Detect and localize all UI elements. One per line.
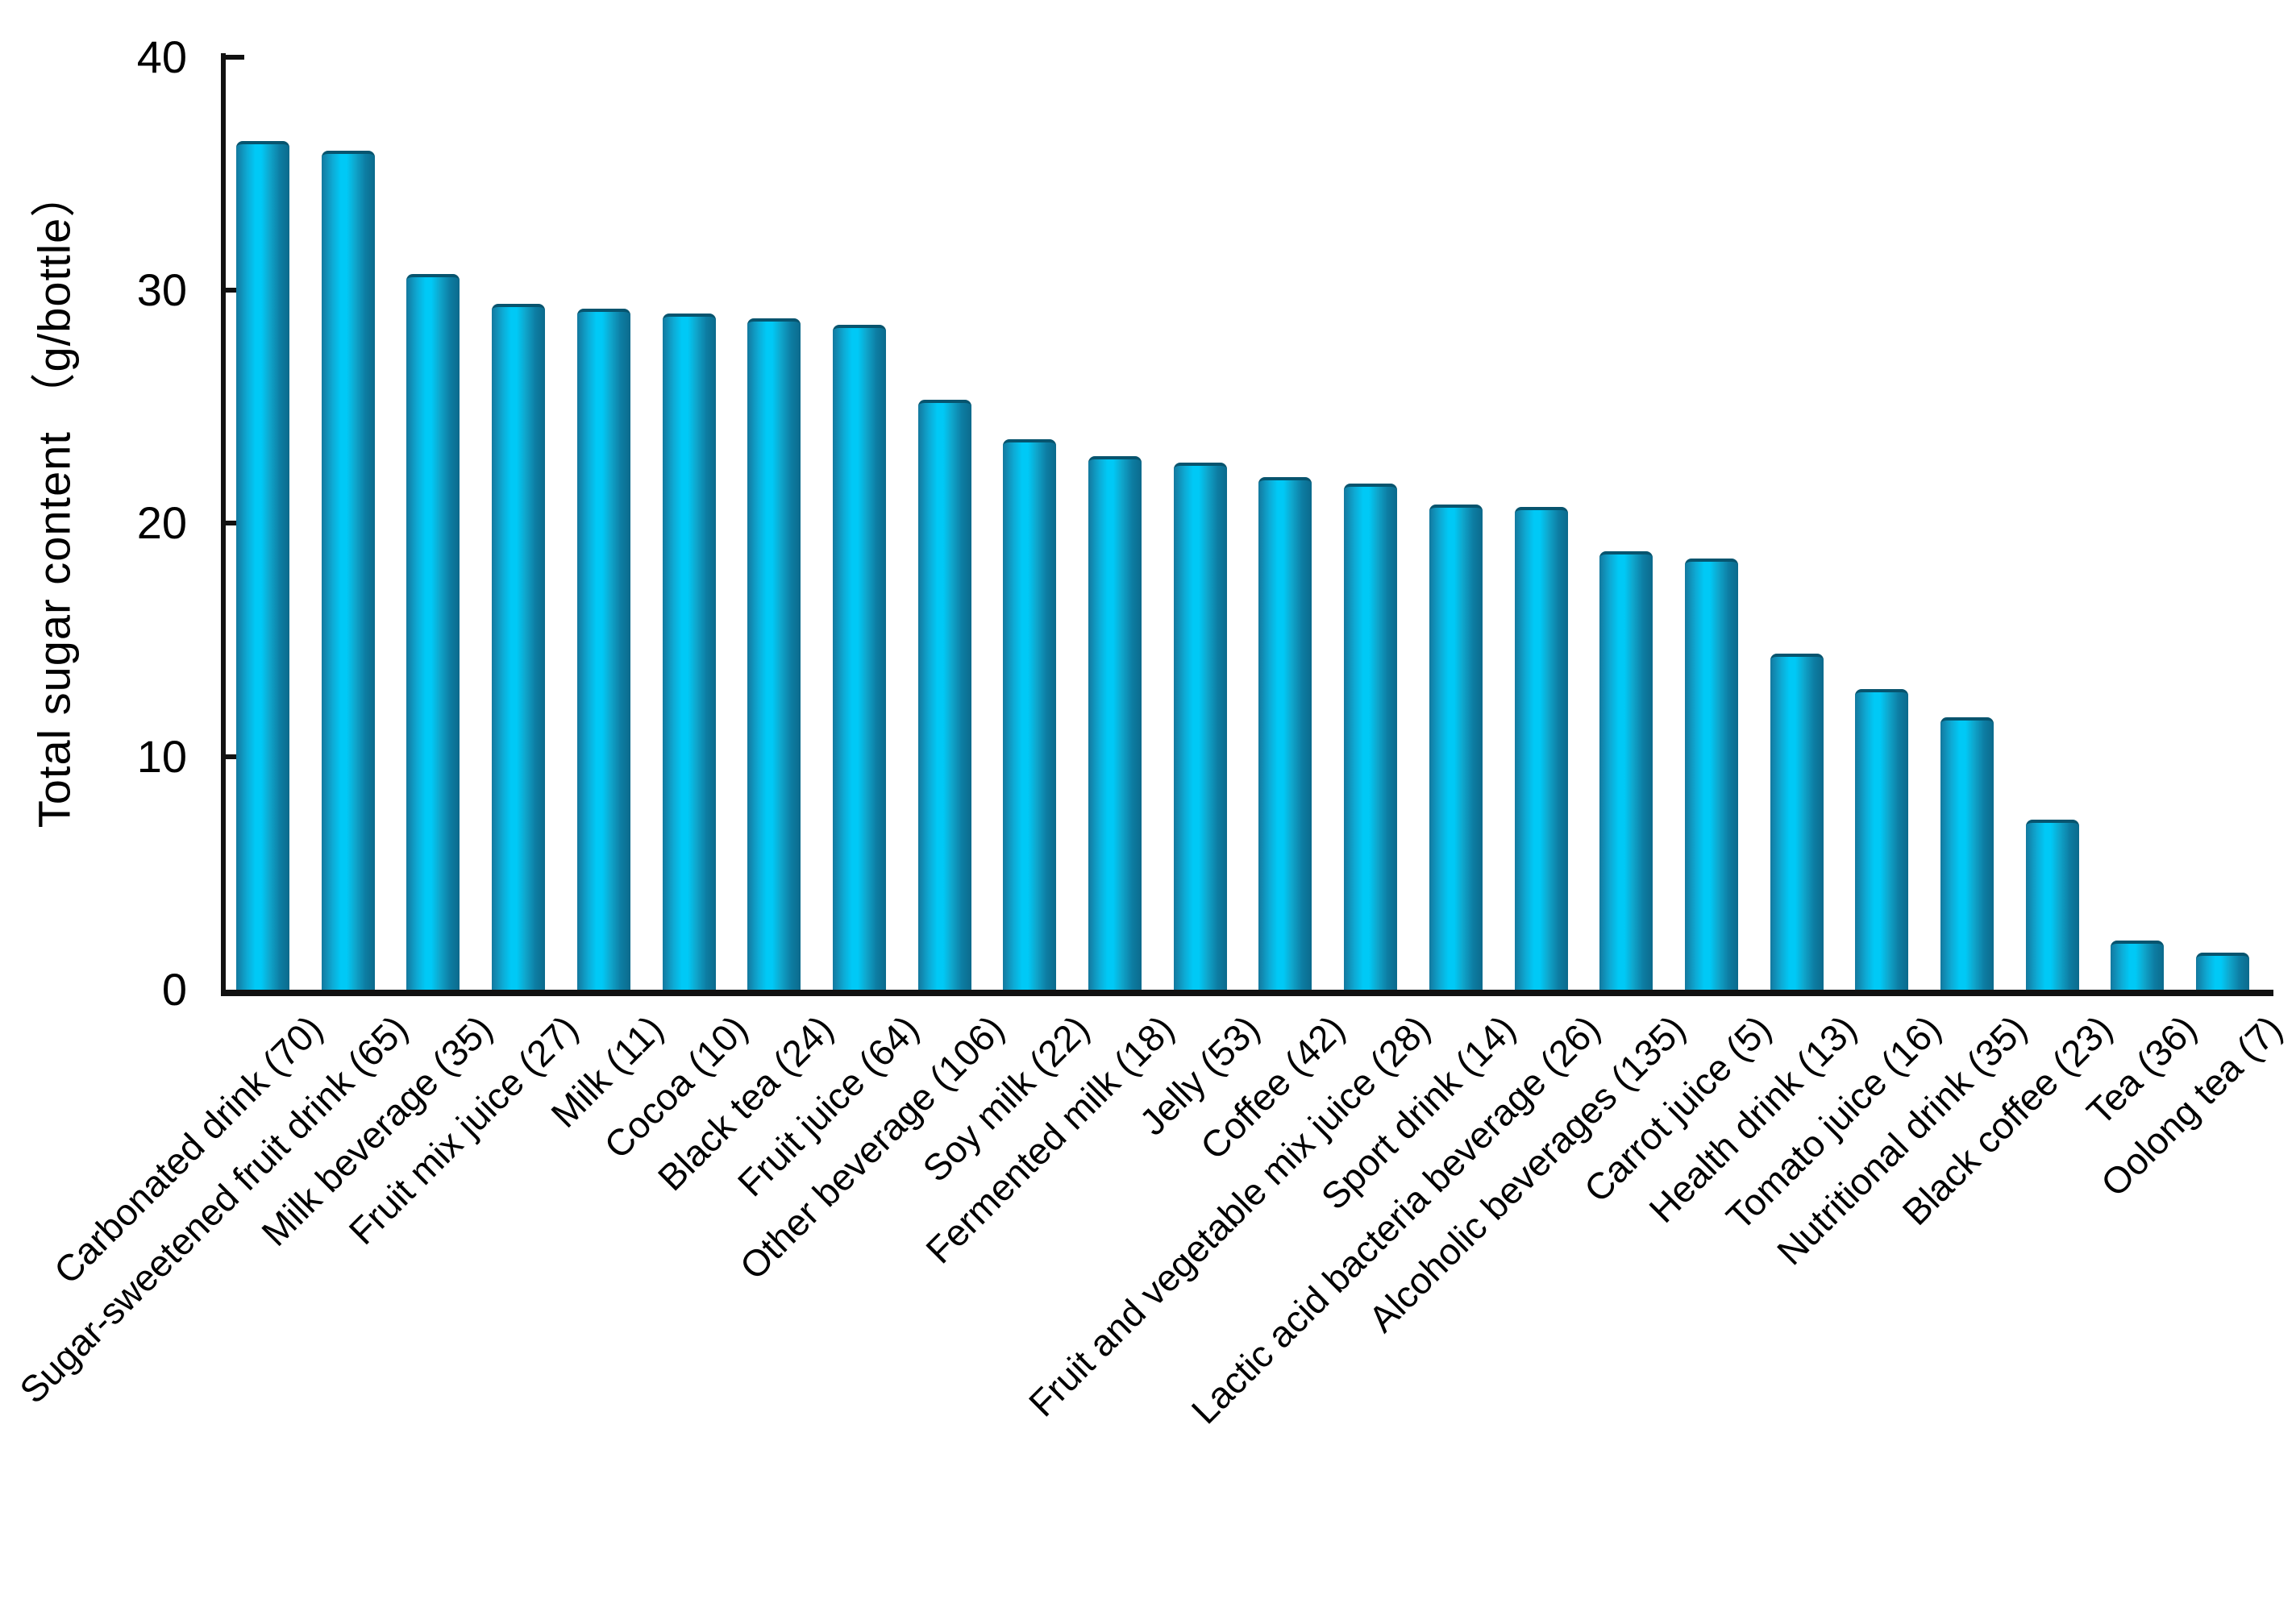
bar-black-tea-24 [747, 318, 801, 990]
bar-health-drink-13 [1770, 654, 1824, 990]
bar-fruit-and-vegetable-mix-juice-28 [1344, 484, 1397, 990]
y-axis-tick-40 [226, 55, 244, 60]
bar-lactic-acid-bacteria-beverage-26 [1515, 507, 1568, 990]
bar-sugar-sweetened-fruit-drink-65 [322, 151, 375, 990]
bar-fruit-mix-juice-27 [492, 304, 545, 990]
y-axis-tick-label-30: 30 [136, 264, 187, 315]
bar-black-coffee-23 [2026, 820, 2079, 990]
bar-milk-11 [577, 309, 630, 990]
bar-fruit-juice-64 [833, 325, 886, 990]
y-axis-line [221, 53, 226, 995]
bar-coffee-42 [1258, 477, 1312, 990]
y-axis-tick-30 [226, 288, 244, 293]
bar-jelly-53 [1174, 463, 1227, 990]
bar-sport-drink-14 [1429, 505, 1483, 990]
bar-milk-beverage-35 [406, 274, 460, 990]
bar-tomato-juice-16 [1855, 689, 1908, 990]
bar-cocoa-10 [663, 314, 716, 990]
bar-other-beverage-106 [918, 400, 971, 990]
y-axis-tick-label-20: 20 [136, 497, 187, 548]
x-axis-line [221, 990, 2273, 996]
bar-soy-milk-22 [1003, 439, 1056, 990]
bar-tea-36 [2111, 941, 2164, 990]
bar-alcoholic-beverages-135 [1599, 551, 1653, 990]
bar-oolong-tea-7 [2196, 953, 2249, 990]
y-axis-tick-label-40: 40 [136, 31, 187, 82]
bar-fermented-milk-18 [1088, 456, 1142, 990]
bar-carbonated-drink-70 [236, 141, 289, 990]
y-axis-tick-label-10: 10 [136, 731, 187, 782]
bar-carrot-juice-5 [1685, 559, 1738, 990]
bar-nutritional-drink-35 [1940, 717, 1994, 990]
y-axis-tick-label-0: 0 [161, 964, 187, 1015]
y-axis-tick-20 [226, 521, 244, 525]
y-axis-tick-10 [226, 754, 244, 759]
